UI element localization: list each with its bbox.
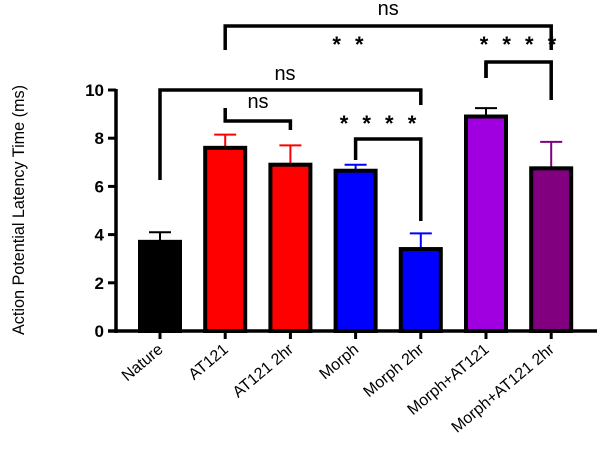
bar <box>464 114 508 334</box>
significance-bracket <box>353 137 423 221</box>
y-tick-label: 2 <box>95 274 104 293</box>
x-tick-label: Nature <box>119 341 167 385</box>
y-tick-label: 8 <box>95 129 104 148</box>
bars <box>138 107 574 334</box>
y-axis: 0 2 4 6 8 10 <box>85 81 118 341</box>
bar <box>203 145 248 333</box>
bar <box>529 166 574 333</box>
y-tick-label: 0 <box>95 322 104 341</box>
bar <box>268 162 313 333</box>
x-tick-label: AT121 <box>186 341 232 384</box>
x-tick-label: AT121 2hr <box>230 341 298 402</box>
significance-stars: * * <box>332 32 367 57</box>
significance-bracket <box>484 60 553 100</box>
y-tick-label: 4 <box>95 226 105 245</box>
significance-bracket <box>223 24 553 50</box>
x-tick-label: Morph 2hr <box>361 341 428 401</box>
bar <box>333 168 378 333</box>
y-tick-label: 10 <box>85 81 104 100</box>
significance-bracket <box>158 88 423 180</box>
x-tick-label: Morph <box>316 341 362 383</box>
ns-label: ns <box>274 63 295 85</box>
significance-stars: * * * * <box>480 32 561 57</box>
y-axis-label: Action Potential Latency Time (ms) <box>9 85 28 335</box>
bar <box>138 239 182 333</box>
significance-bracket <box>223 108 293 130</box>
significance-stars: * * * * <box>340 111 421 136</box>
ns-label: ns <box>247 91 268 113</box>
y-tick-label: 6 <box>95 177 104 196</box>
bar <box>398 247 443 333</box>
ns-label: ns <box>378 0 399 20</box>
